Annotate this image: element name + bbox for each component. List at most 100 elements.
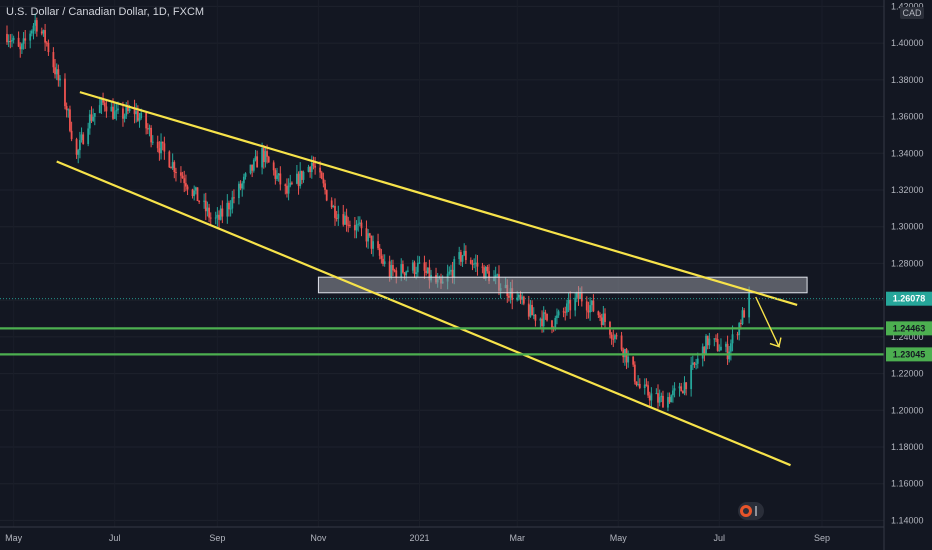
- x-tick-label: Sep: [209, 533, 225, 543]
- candle-body: [93, 113, 96, 117]
- candle-body: [406, 270, 409, 272]
- time-axis[interactable]: May Jul Sep Nov 2021 Mar May Jul Sep: [0, 526, 884, 543]
- candle-body: [685, 382, 688, 390]
- candle-body: [453, 259, 456, 278]
- candle-body: [337, 214, 340, 219]
- y-tick-label: 1.40000: [891, 38, 924, 48]
- candle-body: [355, 224, 358, 231]
- candle-body: [334, 206, 336, 218]
- candle-body: [291, 182, 293, 184]
- channel-upper-line[interactable]: [79, 91, 798, 306]
- candle-body: [90, 114, 93, 121]
- candle-body: [557, 311, 560, 316]
- candle-body: [6, 33, 8, 43]
- candle-body: [196, 187, 199, 201]
- candle-body: [741, 310, 744, 325]
- projection-arrow-icon[interactable]: [755, 296, 782, 348]
- candle-body: [59, 78, 61, 81]
- candle-body: [206, 207, 209, 212]
- y-tick-label: 1.18000: [891, 442, 924, 452]
- candle-body: [262, 148, 265, 163]
- candle-body: [54, 67, 56, 75]
- candle-body: [511, 288, 514, 301]
- candle-body: [602, 313, 605, 325]
- candle-body: [324, 183, 326, 190]
- candle-body: [348, 224, 351, 226]
- candle-body: [299, 170, 302, 187]
- y-tick-label: 1.30000: [891, 222, 924, 232]
- candle-body: [160, 141, 162, 154]
- candle-body: [239, 183, 242, 189]
- candle-body: [30, 30, 33, 34]
- candle-body: [691, 362, 694, 365]
- currency-badge: [900, 7, 924, 19]
- candle-body: [146, 128, 149, 130]
- candle-body: [136, 111, 139, 121]
- candle-body: [358, 222, 361, 224]
- candle-body: [532, 314, 535, 316]
- candle-body: [320, 172, 323, 179]
- candle-body: [332, 206, 335, 208]
- candle-body: [297, 173, 300, 187]
- candle-body: [194, 187, 197, 191]
- candle-body: [264, 151, 267, 163]
- candle-body: [342, 214, 345, 225]
- tag-support-2: 1.23045: [886, 347, 932, 362]
- candle-body: [122, 108, 124, 119]
- candle-body: [100, 98, 103, 106]
- candle-body: [541, 318, 543, 327]
- candle-body: [610, 334, 613, 339]
- candle-body: [221, 208, 224, 217]
- candle-body: [731, 334, 734, 344]
- y-tick-label: 1.38000: [891, 75, 924, 85]
- candle-body: [657, 393, 659, 403]
- candle-body: [256, 156, 259, 168]
- candle-body: [658, 397, 661, 403]
- candle-body: [322, 178, 325, 184]
- candle-body: [185, 183, 187, 187]
- y-tick-label: 1.28000: [891, 258, 924, 268]
- channel-lower-line[interactable]: [56, 160, 791, 467]
- candle-body: [415, 272, 418, 274]
- candle-body: [701, 346, 704, 359]
- y-tick-label: 1.16000: [891, 479, 924, 489]
- candle-body: [476, 262, 479, 267]
- candle-body: [592, 300, 595, 312]
- candle-body: [516, 297, 519, 301]
- price-axis[interactable]: 1.42000 1.40000 1.38000 1.36000 1.34000 1.320…: [883, 0, 932, 550]
- candle-body: [138, 118, 141, 121]
- candle-body: [743, 310, 746, 318]
- indicator-badge[interactable]: [738, 502, 764, 520]
- candle-body: [574, 297, 577, 311]
- y-tick-label: 1.34000: [891, 148, 924, 158]
- candle-body: [678, 386, 681, 389]
- candle-body: [12, 37, 15, 41]
- candle-body: [158, 148, 161, 154]
- y-tick-label: 1.42000: [891, 1, 924, 11]
- candle-body: [423, 262, 426, 271]
- candle-body: [521, 296, 524, 300]
- candle-body: [585, 301, 588, 311]
- candle-body: [411, 262, 414, 271]
- resistance-zone[interactable]: [317, 276, 808, 294]
- candle-body: [372, 241, 374, 249]
- y-tick-label: 1.24000: [891, 332, 924, 342]
- candle-body: [600, 317, 603, 325]
- candles: [6, 13, 751, 412]
- y-tick-label: 1.22000: [891, 369, 924, 379]
- candle-body: [368, 233, 371, 236]
- candle-body: [52, 52, 55, 68]
- candle-body: [458, 252, 461, 260]
- candle-body: [544, 312, 547, 314]
- candle-body: [345, 215, 348, 225]
- candle-body: [715, 338, 717, 340]
- candle-body: [325, 189, 328, 201]
- candle-body: [252, 159, 255, 171]
- candle-body: [55, 69, 58, 75]
- candle-body: [133, 108, 136, 115]
- candle-body: [569, 299, 572, 311]
- candle-body: [335, 217, 338, 219]
- price-axis-bg: [884, 0, 932, 550]
